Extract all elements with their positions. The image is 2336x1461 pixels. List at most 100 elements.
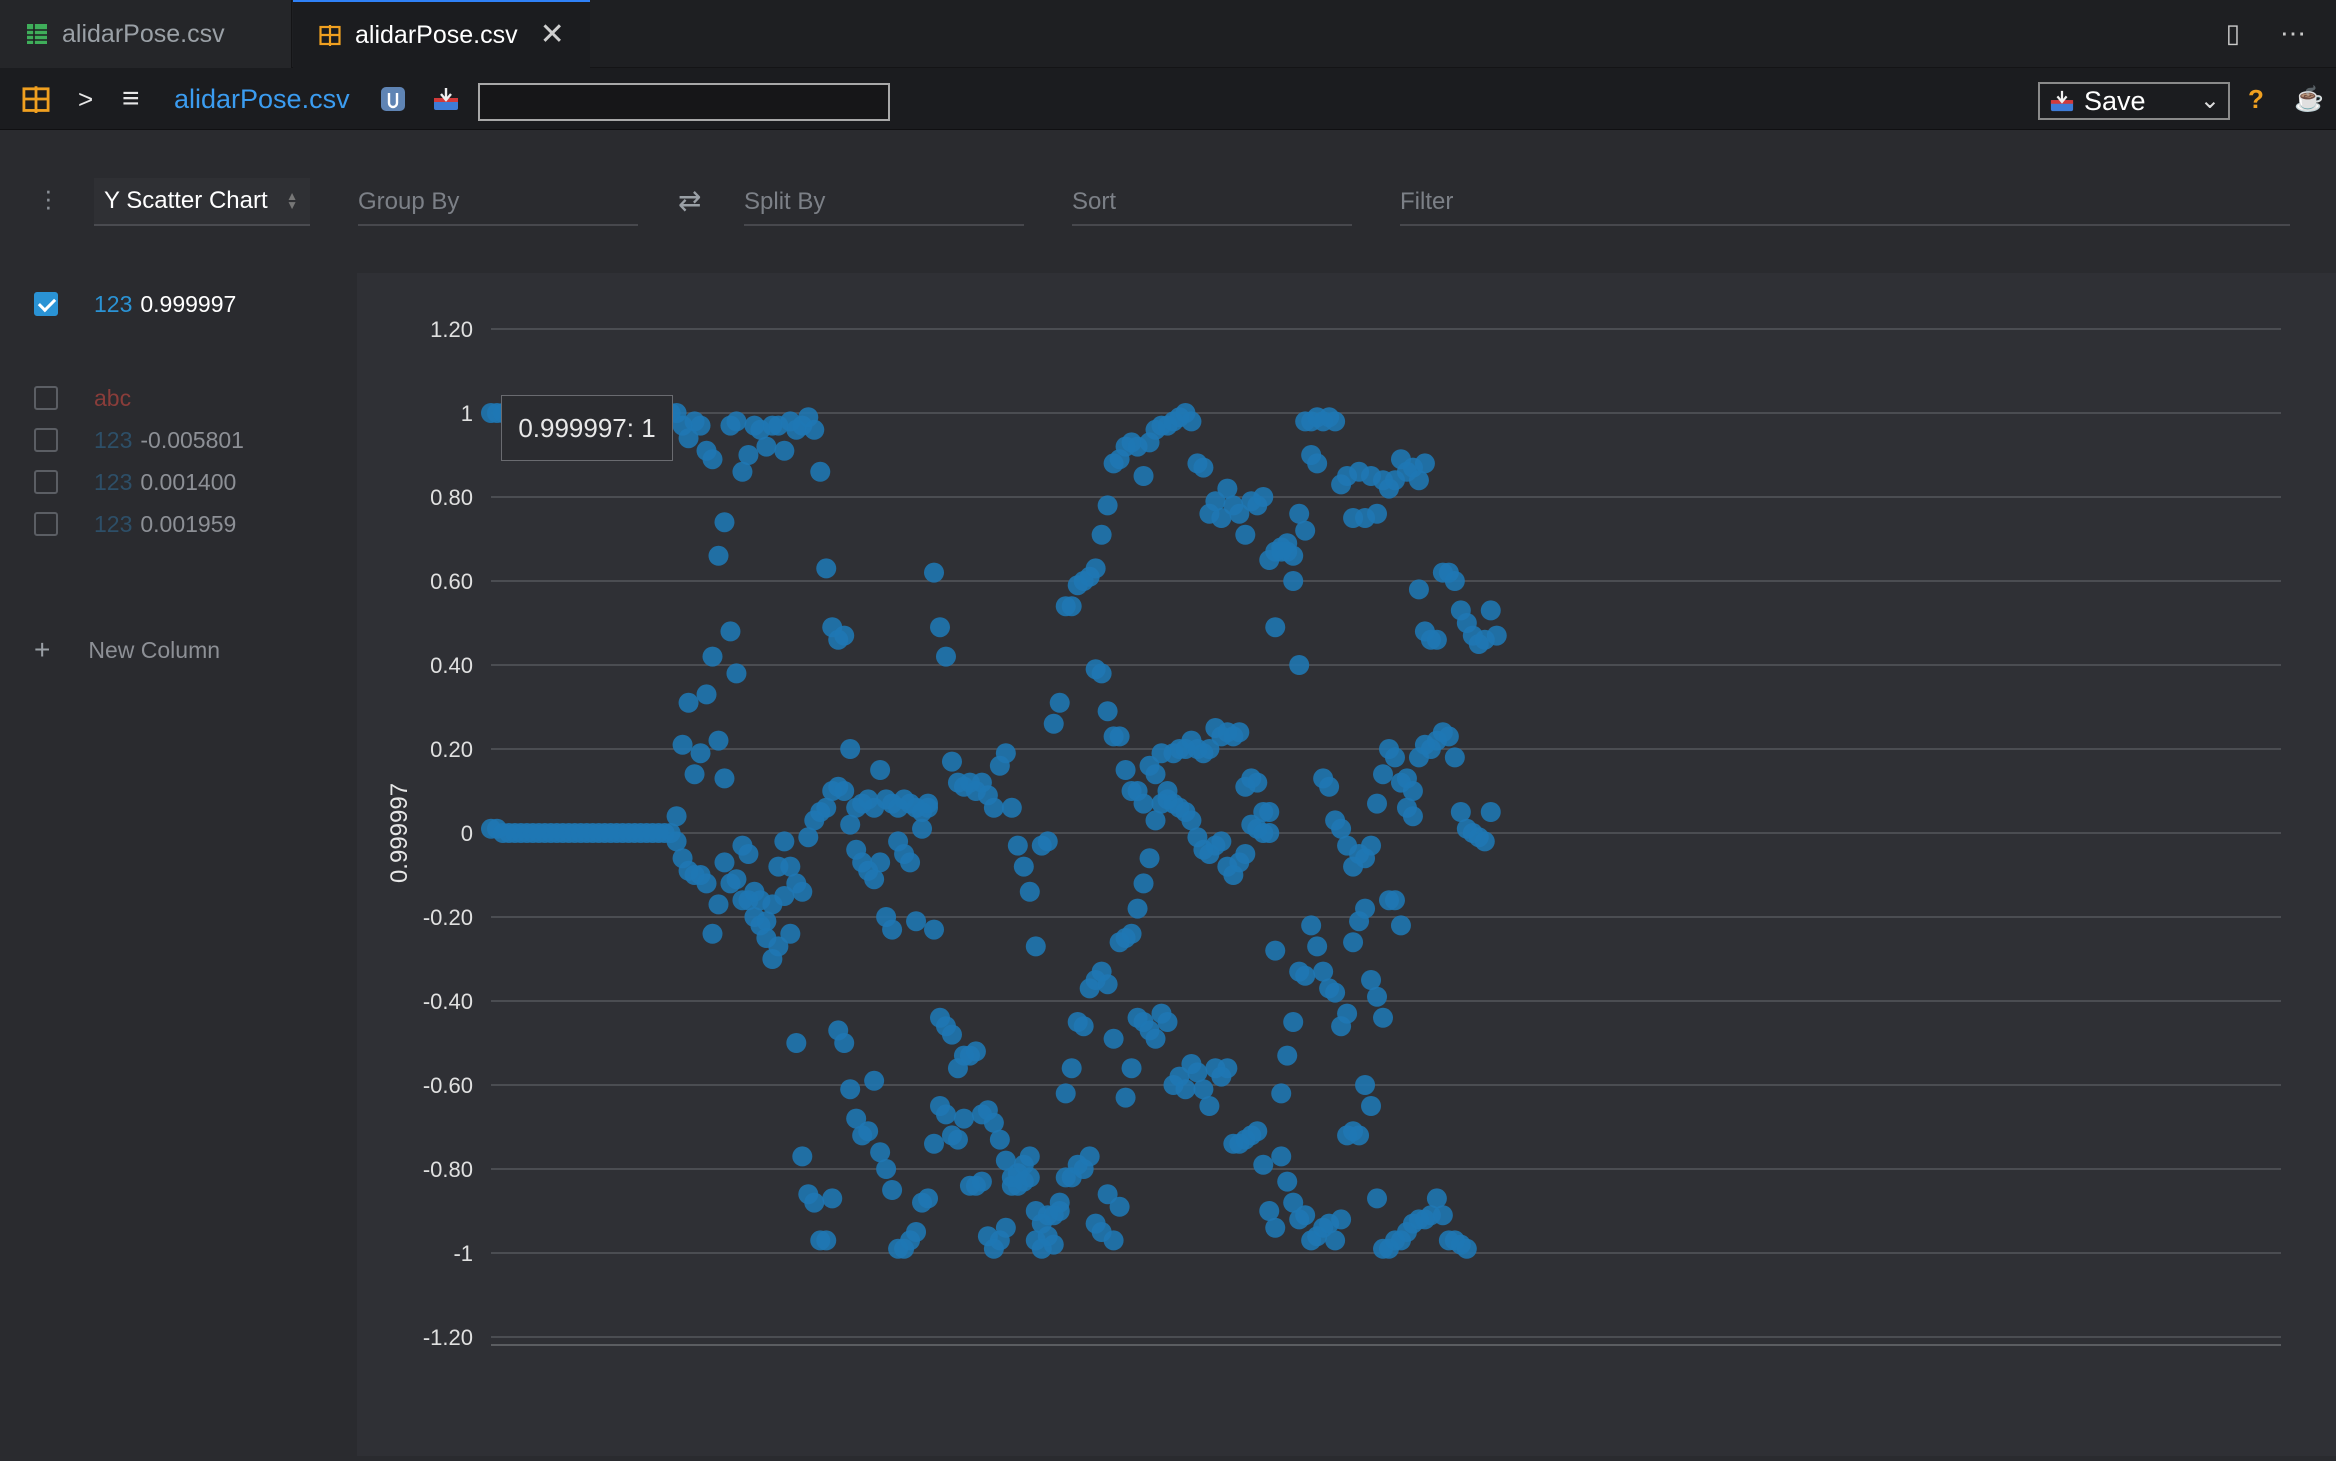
scatter-point[interactable]: [1444, 747, 1465, 768]
scatter-point[interactable]: [816, 1230, 837, 1251]
scatter-point[interactable]: [947, 1129, 968, 1150]
scatter-point[interactable]: [1295, 965, 1316, 986]
save-dropdown[interactable]: Save ⌄: [2038, 82, 2230, 120]
scatter-point[interactable]: [1373, 1007, 1394, 1028]
menu-icon[interactable]: ≡: [122, 82, 140, 115]
scatter-point[interactable]: [918, 1188, 939, 1209]
scatter-point[interactable]: [1295, 1205, 1316, 1226]
scatter-point[interactable]: [1247, 772, 1268, 793]
scatter-point[interactable]: [1456, 1238, 1477, 1259]
scatter-point[interactable]: [816, 558, 837, 579]
scatter-point[interactable]: [1073, 1016, 1094, 1037]
scatter-point[interactable]: [1229, 503, 1250, 524]
scatter-point[interactable]: [1205, 491, 1226, 512]
scatter-point[interactable]: [965, 1041, 986, 1062]
scatter-point[interactable]: [1426, 629, 1447, 650]
scatter-point[interactable]: [1313, 961, 1334, 982]
scatter-point[interactable]: [1151, 743, 1172, 764]
scatter-point[interactable]: [1277, 1171, 1298, 1192]
scatter-point[interactable]: [876, 1159, 897, 1179]
scatter-point[interactable]: [1277, 1045, 1298, 1066]
scatter-point[interactable]: [1085, 558, 1106, 579]
scatter-point[interactable]: [1432, 1205, 1453, 1226]
scatter-point[interactable]: [834, 625, 855, 646]
scatter-point[interactable]: [882, 1180, 903, 1200]
scatter-point[interactable]: [696, 873, 717, 894]
scatter-point[interactable]: [732, 461, 753, 482]
scatter-point[interactable]: [780, 923, 801, 944]
scatter-point[interactable]: [702, 923, 723, 944]
scatter-point[interactable]: [1486, 625, 1507, 646]
scatter-point[interactable]: [912, 818, 933, 839]
scatter-point[interactable]: [1091, 524, 1112, 545]
scatter-point[interactable]: [929, 617, 950, 638]
scatter-point[interactable]: [678, 692, 699, 713]
scatter-point[interactable]: [714, 852, 735, 873]
scatter-point[interactable]: [708, 730, 729, 751]
scatter-point[interactable]: [696, 684, 717, 705]
scatter-point[interactable]: [1013, 856, 1034, 877]
scatter-point[interactable]: [1367, 793, 1388, 814]
scatter-point[interactable]: [1426, 1188, 1447, 1209]
scatter-point[interactable]: [840, 739, 861, 759]
swap-axes-icon[interactable]: ⇄: [678, 185, 702, 216]
split-editor-icon[interactable]: ▯: [2225, 18, 2240, 48]
scatter-point[interactable]: [935, 1104, 956, 1125]
scatter-point[interactable]: [906, 1222, 927, 1242]
scatter-point[interactable]: [708, 894, 729, 915]
column-checkbox[interactable]: [34, 428, 58, 452]
scatter-point[interactable]: [804, 1192, 825, 1213]
scatter-point[interactable]: [1097, 974, 1118, 995]
scatter-point[interactable]: [1097, 495, 1118, 516]
scatter-point[interactable]: [1343, 932, 1364, 953]
scatter-point[interactable]: [738, 844, 759, 864]
more-actions-icon[interactable]: ⋯: [2280, 18, 2306, 48]
scatter-point[interactable]: [1049, 1201, 1070, 1221]
scatter-point[interactable]: [726, 663, 747, 684]
scatter-point[interactable]: [1211, 508, 1232, 528]
scatter-point[interactable]: [702, 449, 723, 470]
scatter-point[interactable]: [804, 419, 825, 440]
tab-csv-chart[interactable]: alidarPose.csv ✕: [293, 0, 590, 68]
scatter-point[interactable]: [924, 1133, 945, 1154]
scatter-point[interactable]: [1301, 915, 1322, 936]
scatter-point[interactable]: [1181, 411, 1202, 432]
sort-field[interactable]: Sort: [1072, 180, 1352, 226]
scatter-point[interactable]: [1235, 844, 1256, 864]
scatter-point[interactable]: [714, 512, 735, 533]
column-item[interactable]: 123 0.001400: [34, 466, 236, 498]
scatter-point[interactable]: [924, 919, 945, 940]
scatter-point[interactable]: [1319, 776, 1340, 797]
column-item[interactable]: abc: [34, 382, 131, 414]
scatter-point[interactable]: [1103, 1028, 1124, 1049]
scatter-point[interactable]: [941, 751, 962, 772]
scatter-point[interactable]: [1037, 831, 1058, 852]
scatter-point[interactable]: [1408, 470, 1429, 491]
scatter-point[interactable]: [1307, 936, 1328, 957]
scatter-point[interactable]: [846, 1108, 867, 1129]
scatter-point[interactable]: [1145, 764, 1166, 785]
scatter-point[interactable]: [1408, 579, 1429, 600]
scatter-point[interactable]: [1019, 1146, 1040, 1167]
scatter-point[interactable]: [1283, 571, 1304, 591]
scatter-point[interactable]: [1480, 600, 1501, 621]
scatter-point[interactable]: [1229, 722, 1250, 743]
scatter-point[interactable]: [1390, 772, 1411, 793]
scatter-point[interactable]: [726, 869, 747, 890]
scatter-point[interactable]: [666, 806, 687, 827]
scatter-point[interactable]: [834, 781, 855, 801]
scatter-point[interactable]: [1367, 503, 1388, 524]
scatter-point[interactable]: [953, 1108, 974, 1129]
scatter-point[interactable]: [1325, 1230, 1346, 1251]
scatter-point[interactable]: [1349, 1125, 1370, 1146]
scatter-point[interactable]: [678, 428, 699, 449]
scatter-point[interactable]: [690, 415, 711, 436]
scatter-point[interactable]: [1438, 726, 1459, 747]
scatter-point[interactable]: [935, 646, 956, 667]
scatter-point[interactable]: [995, 1150, 1016, 1171]
scatter-point[interactable]: [1259, 823, 1280, 843]
split-by-field[interactable]: Split By: [744, 180, 1024, 226]
scatter-point[interactable]: [1361, 835, 1382, 856]
scatter-point[interactable]: [1193, 457, 1214, 478]
scatter-point[interactable]: [1384, 747, 1405, 768]
